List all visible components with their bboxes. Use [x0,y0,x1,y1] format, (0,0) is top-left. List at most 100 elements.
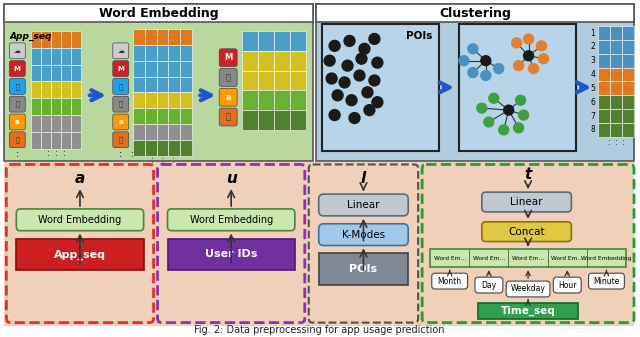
Bar [430,249,626,267]
Bar [610,123,622,137]
FancyBboxPatch shape [422,164,634,323]
FancyBboxPatch shape [113,61,129,76]
Circle shape [524,51,534,61]
FancyBboxPatch shape [554,277,581,293]
Bar [242,31,258,51]
FancyBboxPatch shape [220,49,237,67]
Bar [180,61,193,76]
Text: :  :  :: : : : [47,149,65,158]
Bar [71,82,81,98]
Circle shape [339,77,350,88]
Bar [51,115,61,132]
Bar [41,98,51,115]
Circle shape [468,44,478,54]
Bar [168,140,180,156]
Bar [319,253,408,285]
Bar [242,110,258,130]
Circle shape [516,95,525,105]
Bar [132,92,145,108]
Bar [51,65,61,82]
Circle shape [536,41,547,51]
Bar [51,132,61,149]
Text: a: a [15,119,20,125]
Bar [71,132,81,149]
FancyBboxPatch shape [475,277,503,293]
Circle shape [504,105,514,115]
Bar [274,70,290,90]
Bar [132,61,145,76]
Bar [145,108,157,124]
Bar [145,124,157,140]
Text: 🧭: 🧭 [118,101,123,108]
Circle shape [362,87,373,98]
Bar [610,109,622,123]
Bar [180,140,193,156]
Bar [180,76,193,92]
Bar [145,140,157,156]
Text: 🐦: 🐦 [15,83,19,90]
Circle shape [359,43,370,54]
FancyBboxPatch shape [319,224,408,246]
Bar [622,68,634,82]
Text: Word Embedding: Word Embedding [189,215,273,225]
Bar [168,108,180,124]
Circle shape [326,73,337,84]
Text: Time_seq: Time_seq [500,306,556,316]
Text: 1: 1 [591,29,595,37]
Text: Linear: Linear [510,197,543,207]
Bar [132,45,145,61]
Bar [61,65,71,82]
Bar [145,45,157,61]
Bar [157,76,168,92]
FancyBboxPatch shape [113,79,129,94]
Text: Linear: Linear [348,200,380,210]
Bar [598,95,610,109]
Circle shape [468,68,478,78]
Bar [31,31,41,48]
Bar [610,95,622,109]
Circle shape [354,70,365,81]
FancyBboxPatch shape [10,61,25,76]
FancyBboxPatch shape [482,192,572,212]
Text: :  :  :: : : : [607,138,625,147]
Bar [168,61,180,76]
FancyBboxPatch shape [10,114,25,130]
Circle shape [511,38,522,48]
Bar [41,65,51,82]
Text: Word Embedding: Word Embedding [38,215,122,225]
Text: Word Em…: Word Em… [433,256,466,261]
Text: Word Em…: Word Em… [473,256,505,261]
Bar [145,92,157,108]
Bar [290,51,306,70]
FancyBboxPatch shape [308,164,418,323]
Circle shape [346,95,357,106]
Bar [598,40,610,54]
Bar [610,40,622,54]
Bar [322,24,439,151]
Text: POIs: POIs [406,31,433,41]
Bar [258,90,274,110]
Circle shape [459,56,469,66]
Text: Concat: Concat [508,227,545,237]
FancyBboxPatch shape [6,164,154,323]
FancyBboxPatch shape [506,281,550,297]
Bar [598,123,610,137]
Text: 🏠: 🏠 [15,136,19,143]
Circle shape [489,93,499,103]
Circle shape [499,125,509,135]
Bar [157,45,168,61]
Circle shape [514,123,524,133]
Bar [157,140,168,156]
Text: ☁: ☁ [14,48,21,54]
Bar [598,26,610,40]
Bar [157,29,168,45]
Bar [51,31,61,48]
FancyBboxPatch shape [16,209,143,231]
Bar [258,51,274,70]
Text: Word Em…: Word Em… [512,256,544,261]
Text: 🧭: 🧭 [15,101,19,108]
Bar [61,98,71,115]
Text: 4: 4 [590,70,595,79]
Text: Word Embedding: Word Embedding [581,256,632,261]
Text: App_seq: App_seq [10,31,52,40]
